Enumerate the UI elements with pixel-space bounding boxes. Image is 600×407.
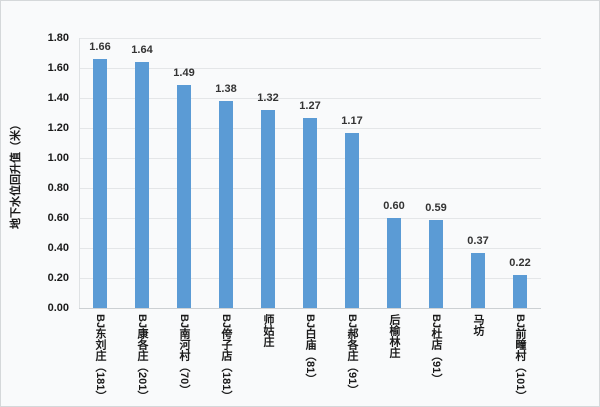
x-tick-label: BJ侉子店（181） [220, 314, 232, 402]
bar-BJ康各庄（201） [135, 62, 149, 308]
bar-value-label: 1.27 [299, 99, 321, 112]
bar-BJ东刘庄（181） [93, 59, 107, 308]
bar-马坊 [471, 252, 485, 308]
x-tick-label: BJ杜店（91） [430, 314, 442, 385]
y-tick-label: 1.00 [47, 152, 69, 164]
y-tick-label: 1.20 [47, 122, 69, 134]
y-tick-label: 0.80 [47, 182, 69, 194]
x-tick-label: BJ南河村（70） [178, 314, 190, 396]
bar-BJ前疃村（101） [513, 275, 527, 308]
bar-value-label: 1.32 [257, 92, 279, 104]
bar-后榆林庄 [387, 218, 401, 308]
gridline [79, 98, 541, 99]
x-tick-label: BJ东刘庄（181） [94, 314, 106, 402]
y-tick-label: 1.80 [47, 32, 69, 44]
y-axis-line [79, 38, 80, 308]
x-tick-label: 马坊 [472, 314, 484, 336]
bar-value-label: 1.49 [173, 66, 195, 79]
x-tick-label: 后榆林庄 [388, 314, 400, 358]
x-tick-label: BJ郝各庄（91） [346, 314, 358, 396]
bar-BJ南河村（70） [177, 84, 191, 308]
bar-value-label: 1.17 [341, 114, 363, 127]
bar-value-label: 0.59 [425, 201, 447, 214]
y-tick-label: 1.40 [47, 92, 69, 104]
bar-value-label: 1.66 [89, 41, 111, 53]
bar-BJ杜店（91） [429, 219, 443, 308]
bar-value-label: 0.22 [509, 257, 531, 269]
y-tick-label: 0.00 [47, 302, 69, 314]
y-tick-label: 1.60 [47, 62, 69, 74]
bar-value-label: 1.64 [131, 44, 153, 56]
y-axis-title: 地下水位回升值（米） [10, 119, 22, 229]
bar-师姑庄 [261, 110, 275, 308]
bar-value-label: 1.38 [215, 83, 237, 95]
gridline [79, 68, 541, 69]
x-tick-label: BJ前疃村（101） [514, 314, 526, 402]
bar-BJ侉子店（181） [219, 101, 233, 308]
x-axis-line [79, 308, 541, 309]
bar-value-label: 0.37 [467, 234, 489, 247]
x-tick-label: 师姑庄 [262, 314, 274, 347]
bar-BJ郝各庄（91） [345, 132, 359, 308]
bar-BJ白庙（81） [303, 117, 317, 308]
gridline [79, 38, 541, 39]
x-tick-label: BJ白庙（81） [304, 314, 316, 385]
bar-value-label: 0.60 [383, 200, 405, 212]
y-tick-label: 0.40 [47, 242, 69, 254]
y-tick-label: 0.60 [47, 212, 69, 224]
x-tick-label: BJ康各庄（201） [136, 314, 148, 402]
y-tick-label: 0.20 [47, 272, 69, 284]
